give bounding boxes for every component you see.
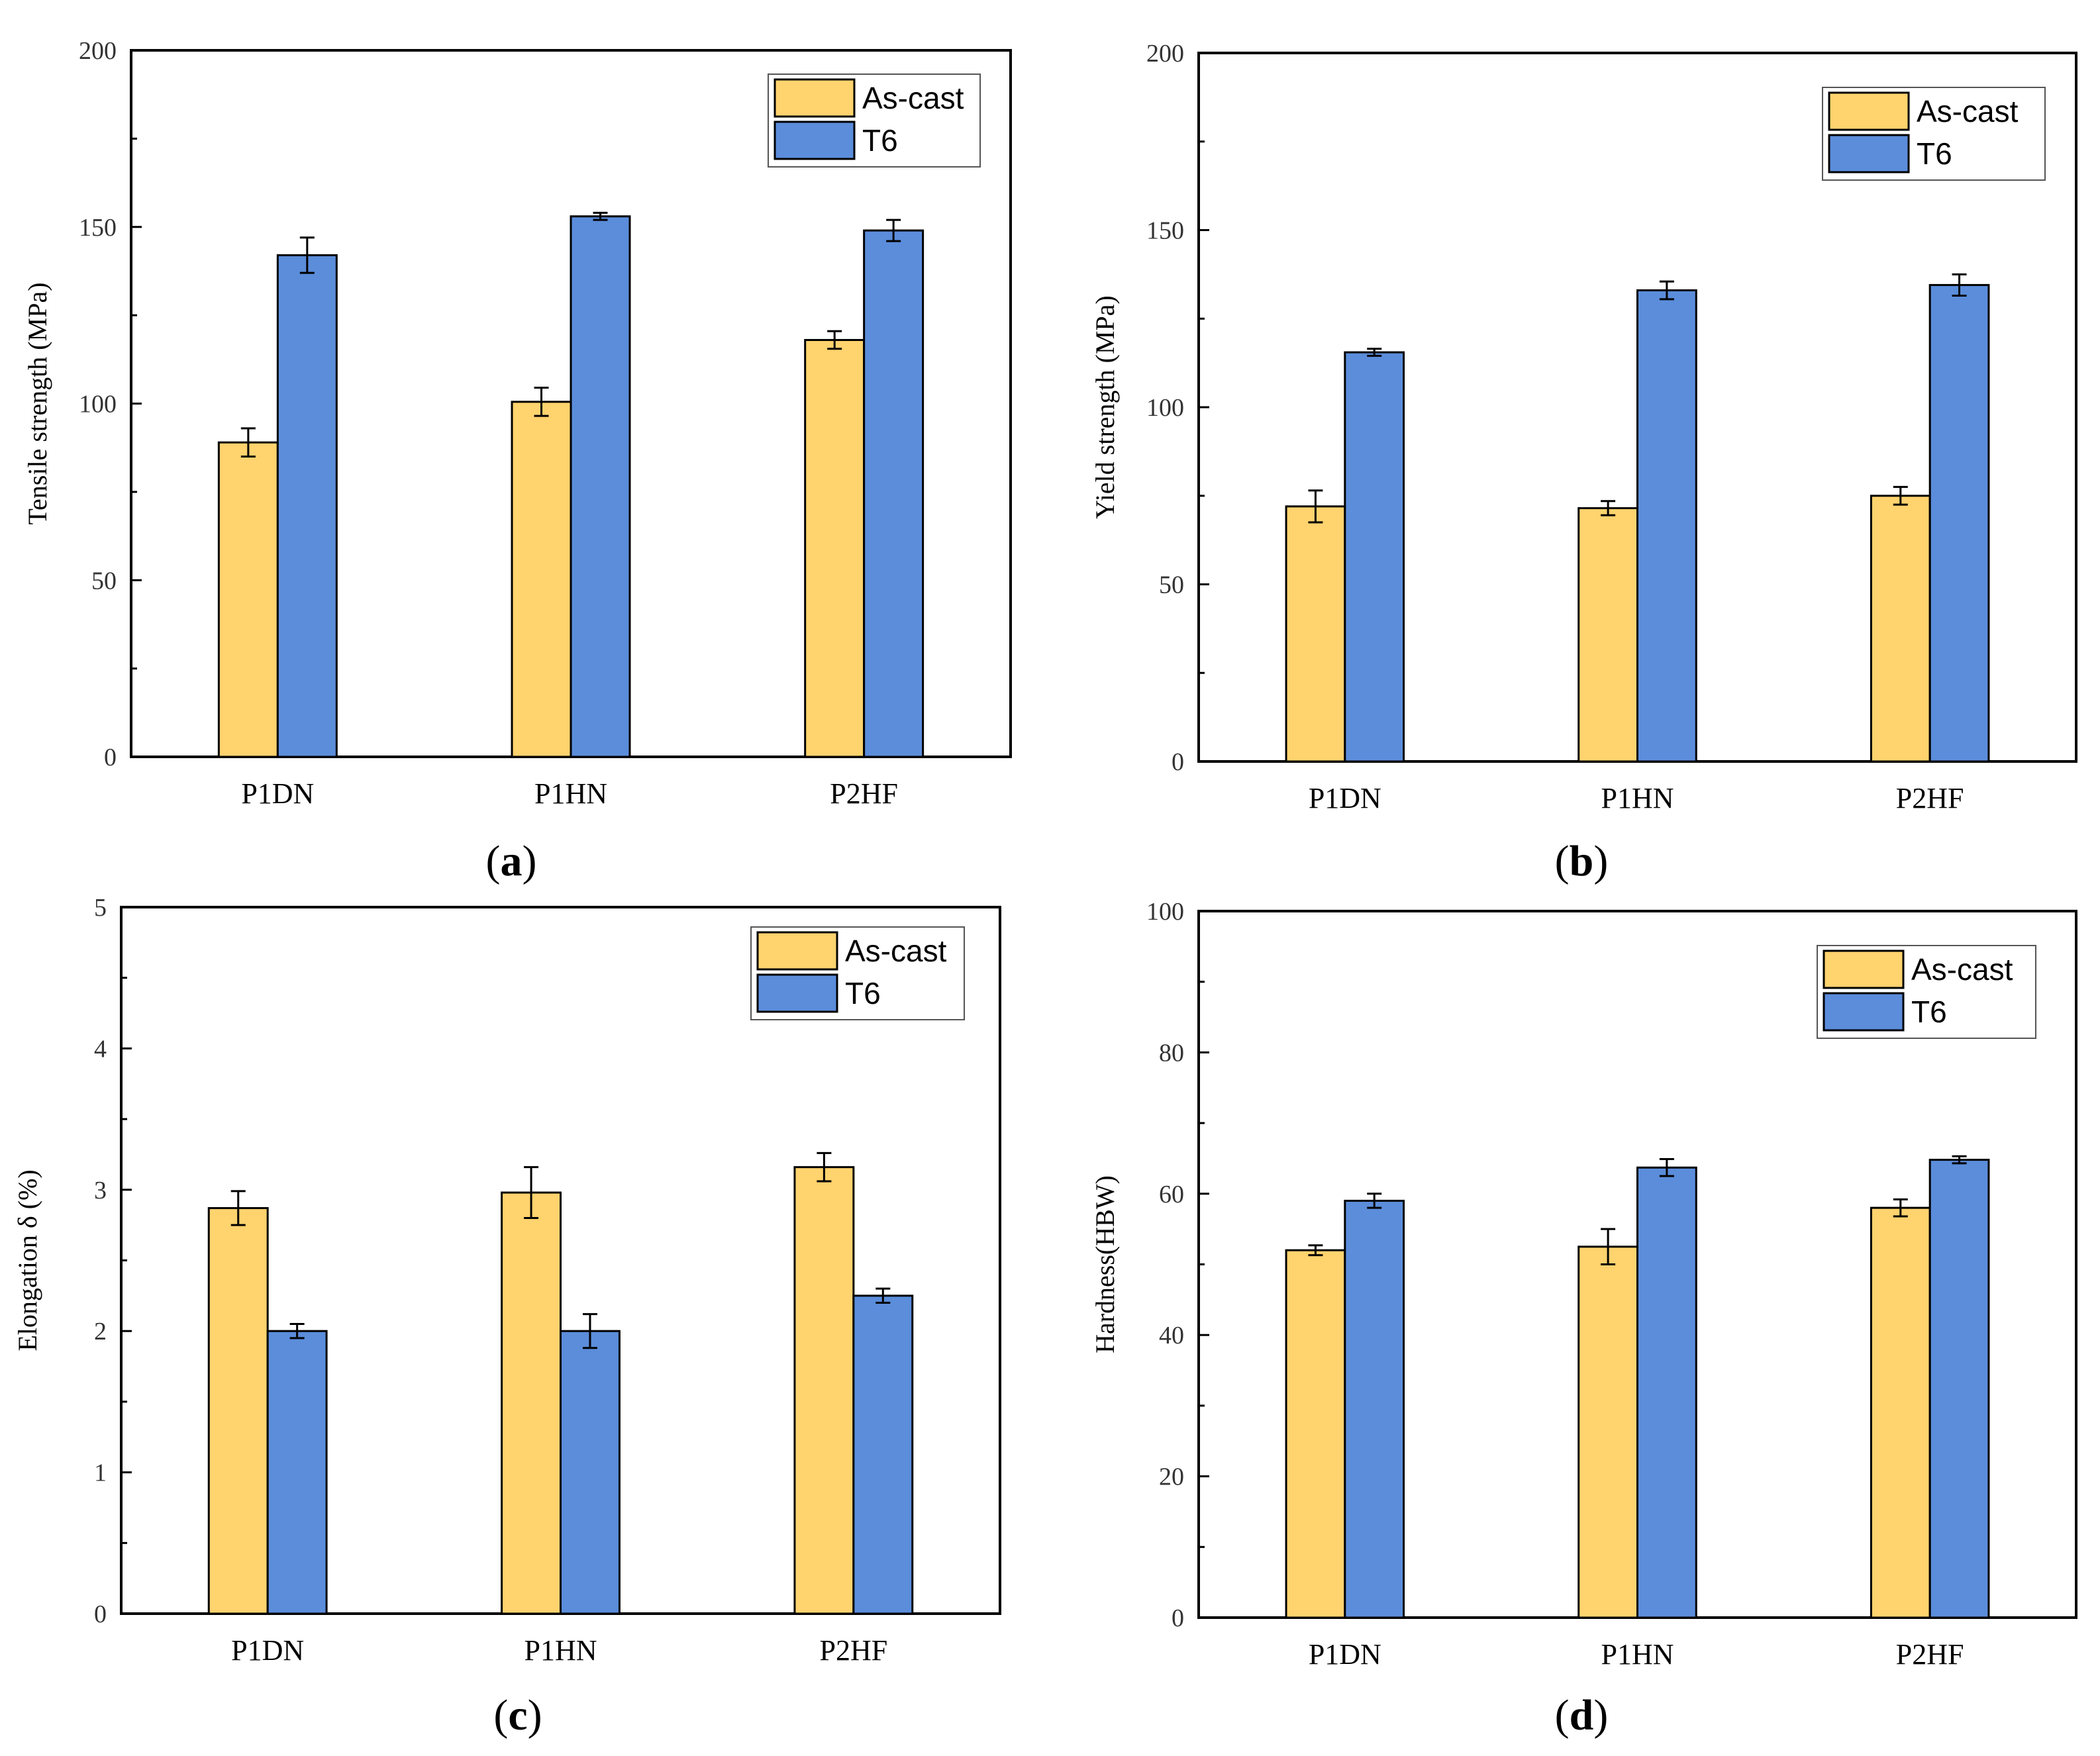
y-tick-label: 50 — [91, 567, 117, 595]
y-tick-label: 200 — [1146, 40, 1184, 68]
panel-label: (d) — [1555, 1691, 1609, 1739]
y-tick-label: 20 — [1159, 1463, 1184, 1491]
x-tick-label: P2HF — [819, 1634, 887, 1667]
bar-t6 — [1636, 289, 1697, 763]
x-tick-label: P1HN — [1601, 1638, 1674, 1671]
panel-letter: c — [508, 1691, 527, 1739]
bar-t6 — [1928, 283, 1990, 763]
y-tick-label: 100 — [1146, 394, 1184, 422]
x-tick-label: P2HF — [1896, 1638, 1964, 1671]
y-axis-title: Elongation δ (%) — [13, 1169, 42, 1351]
y-tick-label: 3 — [94, 1177, 107, 1204]
legend-label: As-cast — [1911, 952, 2013, 987]
bar-as-cast — [1870, 495, 1931, 763]
legend-swatch-t6 — [756, 973, 838, 1013]
legend-label: T6 — [862, 123, 898, 158]
y-tick-label: 0 — [104, 744, 117, 771]
panel-label: (a) — [486, 837, 537, 885]
bar-as-cast — [501, 1191, 562, 1615]
y-tick-label: 4 — [94, 1035, 107, 1063]
y-axis-title: Tensile strength (MPa) — [23, 282, 52, 524]
y-tick-label: 50 — [1159, 571, 1184, 599]
bar-t6 — [570, 215, 631, 758]
y-tick-label: 40 — [1159, 1322, 1184, 1349]
panel-letter: b — [1570, 837, 1594, 885]
bar-as-cast — [1870, 1206, 1931, 1619]
legend: As-cast T6 — [768, 73, 981, 168]
bar-as-cast — [217, 441, 279, 758]
y-tick-label: 150 — [1146, 217, 1184, 245]
legend-swatch-as-cast — [756, 931, 838, 971]
legend-swatch-t6 — [774, 121, 856, 160]
panel-letter: d — [1570, 1691, 1594, 1739]
legend-label: As-cast — [862, 81, 964, 115]
legend-label: T6 — [1911, 995, 1947, 1029]
y-tick-label: 150 — [79, 214, 117, 242]
y-tick-label: 2 — [94, 1318, 107, 1345]
legend-swatch-t6 — [1828, 134, 1910, 173]
bar-t6 — [863, 229, 925, 758]
legend-swatch-as-cast — [1828, 91, 1910, 131]
bar-t6 — [1344, 1199, 1405, 1619]
bar-as-cast — [793, 1166, 855, 1615]
panel-label: (c) — [493, 1691, 542, 1739]
x-tick-label: P2HF — [1896, 782, 1964, 814]
y-axis-title: Yield strength (MPa) — [1090, 295, 1120, 519]
y-tick-label: 200 — [79, 37, 117, 65]
bar-as-cast — [207, 1207, 269, 1615]
bar-as-cast — [511, 401, 572, 758]
x-tick-label: P2HF — [830, 777, 898, 810]
y-tick-label: 60 — [1159, 1181, 1184, 1208]
legend-label: T6 — [1917, 136, 1952, 171]
panel-label: (b) — [1555, 837, 1609, 885]
legend-label: As-cast — [1917, 94, 2019, 128]
y-tick-label: 80 — [1159, 1039, 1184, 1067]
bar-t6 — [852, 1294, 914, 1615]
x-tick-label: P1DN — [1309, 782, 1381, 814]
y-tick-label: 5 — [94, 894, 107, 922]
y-tick-label: 100 — [79, 391, 117, 418]
x-tick-label: P1DN — [231, 1634, 304, 1667]
bar-t6 — [1928, 1159, 1990, 1619]
y-tick-label: 1 — [94, 1459, 107, 1487]
y-tick-label: 100 — [1146, 898, 1184, 926]
panel-letter: a — [501, 837, 523, 885]
chart-panel-b: 0 50 100 150 200 P1DN P1HN P2HF Yield strength (… — [1090, 40, 2077, 885]
x-tick-label: P1HN — [1601, 782, 1674, 814]
x-tick-label: P1DN — [1309, 1638, 1381, 1671]
bar-t6 — [266, 1330, 328, 1615]
x-tick-label: P1HN — [534, 777, 607, 810]
legend: As-cast T6 — [750, 926, 965, 1020]
chart-panel-d: 0 20 40 60 80 100 P1DN P1HN P2HF Hardness(HBW) As-… — [1090, 898, 2077, 1739]
x-tick-label: P1DN — [241, 777, 314, 810]
bar-t6 — [1344, 351, 1405, 763]
bar-t6 — [1636, 1166, 1697, 1619]
bar-t6 — [276, 254, 338, 758]
y-tick-label: 0 — [94, 1600, 107, 1628]
bar-as-cast — [804, 338, 866, 758]
legend-swatch-as-cast — [774, 78, 856, 118]
bar-as-cast — [1577, 507, 1639, 763]
y-axis-title: Hardness(HBW) — [1090, 1175, 1120, 1353]
legend-swatch-as-cast — [1823, 950, 1905, 989]
x-tick-label: P1HN — [524, 1634, 597, 1667]
legend: As-cast T6 — [1817, 945, 2036, 1039]
legend-swatch-t6 — [1823, 992, 1905, 1032]
chart-panel-a: 0 50 100 150 200 P1DN P1HN P2HF Tensile strength… — [23, 37, 1012, 885]
bar-t6 — [560, 1330, 621, 1615]
bar-as-cast — [1285, 505, 1346, 763]
y-tick-label: 0 — [1172, 1604, 1184, 1632]
legend: As-cast T6 — [1822, 87, 2046, 181]
bar-as-cast — [1577, 1245, 1639, 1619]
y-tick-label: 0 — [1172, 748, 1184, 776]
bar-as-cast — [1285, 1249, 1346, 1619]
legend-label: As-cast — [845, 934, 947, 968]
legend-label: T6 — [845, 976, 881, 1010]
chart-panel-c: 0 1 2 3 4 5 P1DN P1HN P2HF Elongation δ (%) As-cas… — [13, 894, 1001, 1739]
